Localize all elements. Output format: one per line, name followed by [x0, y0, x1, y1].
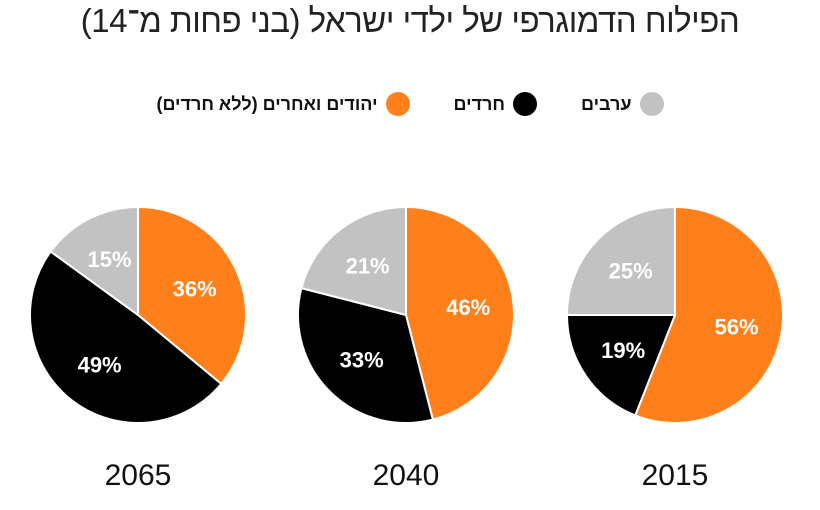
data-label: 15%: [88, 247, 132, 272]
slice-jews-others-2040: [405, 205, 515, 421]
slice-jews-others-2065: [137, 205, 247, 386]
slice-haredim-2040: [297, 286, 435, 424]
slice-arabs-2065: [49, 205, 139, 317]
slice-jews-others-2015: [633, 205, 784, 424]
legend: ערבים חרדים יהודים ואחרים (ללא חרדים): [0, 92, 820, 116]
slice-arabs-2040: [300, 205, 407, 317]
legend-label: יהודים ואחרים (ללא חרדים): [156, 93, 378, 114]
legend-swatch-black: [513, 92, 538, 116]
chart-title: הפילוח הדמוגרפי של ילדי ישראל (בני פחות …: [80, 2, 740, 39]
data-label: 19%: [601, 338, 645, 363]
data-label: 56%: [715, 315, 759, 340]
data-label: 21%: [346, 254, 390, 279]
data-label: 49%: [78, 352, 122, 377]
data-label: 33%: [340, 347, 384, 372]
legend-item-jews-others: יהודים ואחרים (ללא חרדים): [156, 92, 410, 116]
data-label: 36%: [173, 276, 217, 301]
legend-item-arabs: ערבים: [581, 92, 664, 116]
year-label: 2065: [105, 459, 172, 492]
legend-label: ערבים: [581, 93, 632, 114]
legend-swatch-orange: [385, 92, 410, 116]
slice-haredim-2015: [565, 314, 677, 417]
legend-label: חרדים: [453, 93, 506, 114]
year-label: 2015: [642, 459, 709, 492]
data-label: 46%: [446, 295, 490, 320]
legend-item-haredim: חרדים: [454, 92, 538, 116]
slice-haredim-2065: [29, 250, 223, 424]
legend-swatch-gray: [639, 92, 664, 116]
slice-arabs-2015: [565, 205, 676, 316]
data-label: 25%: [609, 259, 653, 284]
year-label: 2040: [373, 459, 440, 492]
